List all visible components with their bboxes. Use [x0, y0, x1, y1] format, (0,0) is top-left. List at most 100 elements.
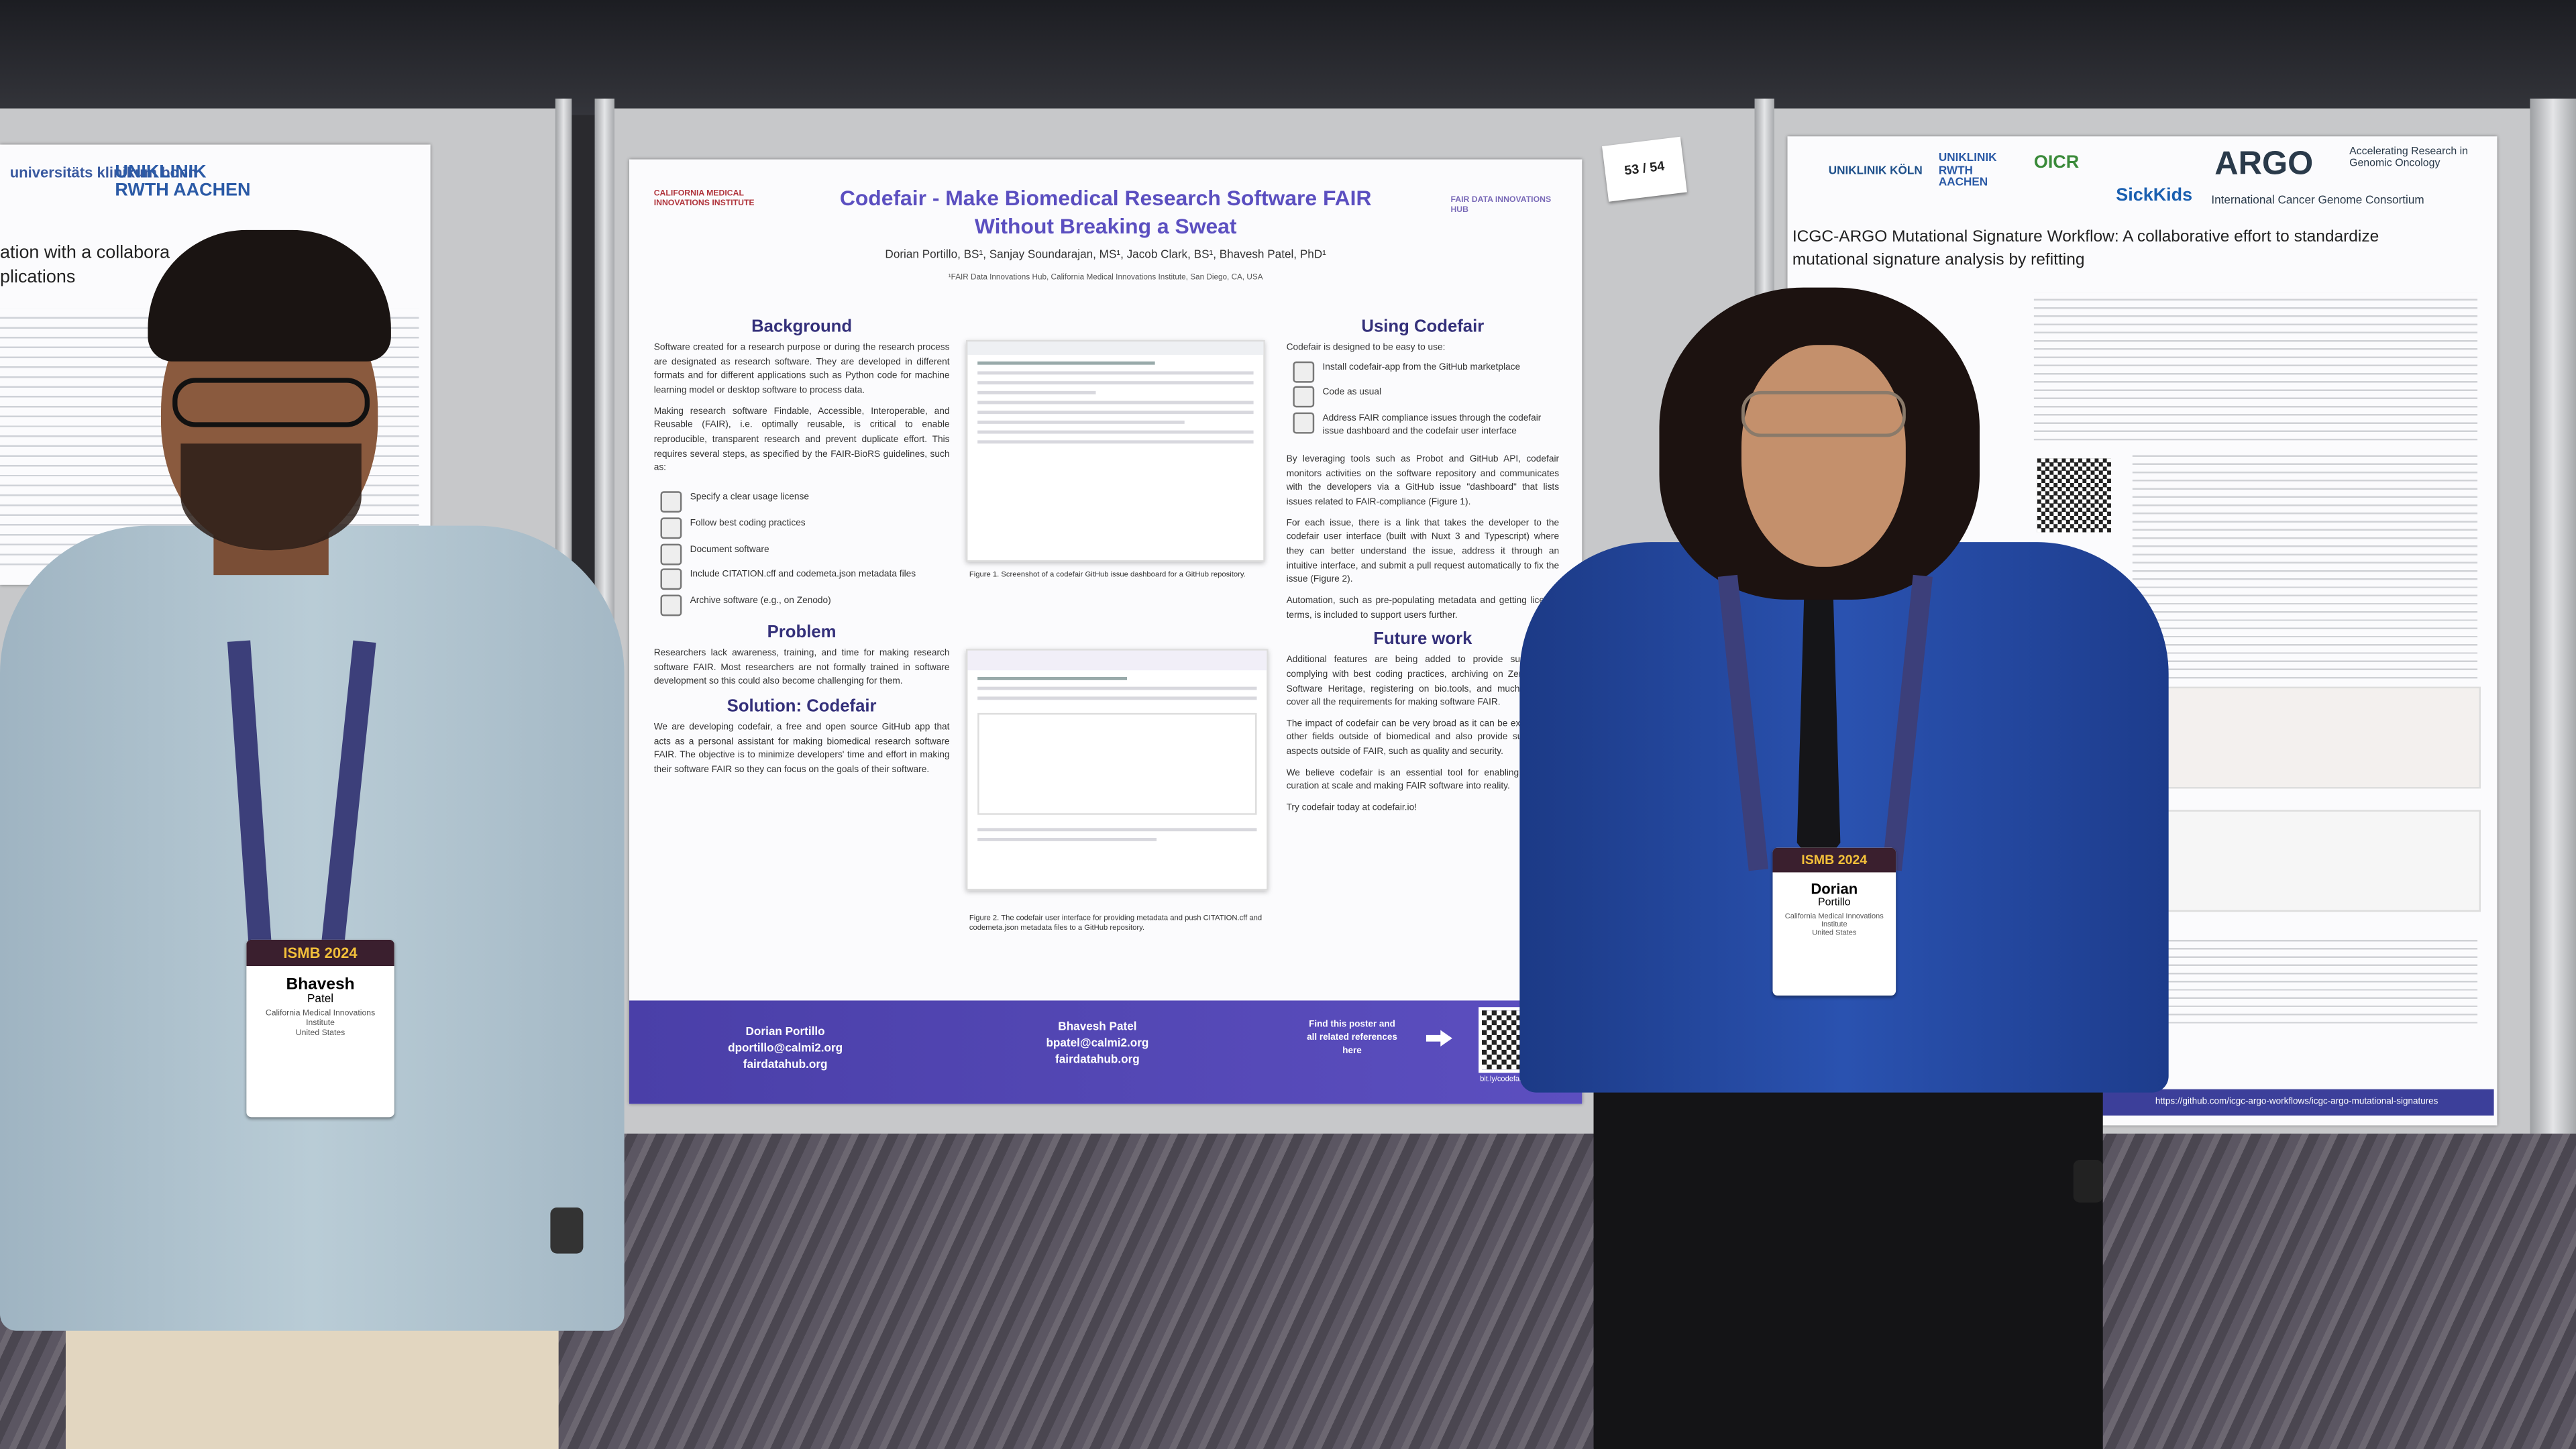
name-badge: ISMB 2024 Dorian Portillo California Med…	[1772, 847, 1896, 996]
section-heading: Using Codefair	[1361, 317, 1485, 337]
section-heading: Background	[751, 317, 853, 337]
poster-link-text: Find this poster and all related referen…	[1307, 1020, 1397, 1057]
contact: Bhavesh Patel bpatel@calmi2.org fairdatahu…	[974, 1020, 1220, 1071]
section-heading: Future work	[1373, 629, 1472, 649]
text-block	[2132, 933, 2478, 1024]
tie	[1796, 591, 1841, 871]
pants	[1593, 1067, 2103, 1449]
poster-footer: Dorian Portillo dportillo@calmi2.org faird…	[629, 1000, 1582, 1104]
right-column: Using Codefair Codefair is designed to b…	[1287, 311, 1560, 992]
paragraph: Automation, such as pre-populating metad…	[1286, 596, 1560, 621]
section-heading: Problem	[767, 623, 837, 643]
paragraph: Researchers lack awareness, training, an…	[653, 649, 950, 688]
screenshot-line	[977, 381, 1254, 385]
paragraph: For each issue, there is a link that tak…	[1286, 518, 1560, 586]
screenshot-bar	[967, 341, 1264, 355]
badge-affiliation: California Medical Innovations Institute	[265, 1008, 376, 1029]
chart-image	[2132, 686, 2481, 789]
badge-event: ISMB 2024	[1772, 847, 1896, 873]
paragraph: The impact of codefair can be very broad…	[1286, 719, 1560, 758]
text-block	[2132, 448, 2478, 679]
paragraph: Software created for a research purpose …	[653, 343, 950, 396]
screenshot-line	[977, 361, 1155, 365]
badge-affiliation: California Medical Innovations Institute	[1784, 912, 1884, 928]
figure-screenshot	[966, 649, 1269, 891]
chart-image	[2132, 810, 2481, 912]
list-item: Follow best coding practices	[654, 517, 950, 538]
paragraph: By leveraging tools such as Probot and G…	[1286, 455, 1560, 508]
badge-last-name: Portillo	[1817, 897, 1851, 909]
screenshot-line	[977, 371, 1254, 375]
screenshot-line	[977, 400, 1254, 405]
list-item: Install codefair-app from the GitHub mar…	[1287, 360, 1560, 382]
contact-site: fairdatahub.org	[743, 1060, 828, 1072]
repo-link: https://github.com/icgc-argo-workflows/i…	[2099, 1089, 2494, 1116]
poster-number: 53 / 54	[1602, 136, 1687, 202]
badge-first-name: Bhavesh	[286, 975, 355, 994]
contact-site: fairdatahub.org	[1055, 1055, 1140, 1067]
contact-name: Dorian Portillo	[745, 1026, 825, 1038]
paragraph: Additional features are being added to p…	[1286, 655, 1560, 708]
watch	[550, 1208, 584, 1254]
section-heading: Solution: Codefair	[727, 696, 877, 716]
shirt	[0, 525, 625, 1331]
left-column: Background Software created for a resear…	[654, 311, 950, 992]
badge-event: ISMB 2024	[246, 939, 394, 967]
screenshot-line	[977, 411, 1254, 415]
screenshot-line	[977, 828, 1257, 832]
logo-text: FAIR DATA INNOVATIONS HUB	[1450, 195, 1552, 215]
screenshot-line	[977, 837, 1157, 841]
watch	[2073, 1159, 2103, 1203]
screenshot-line	[977, 390, 1096, 394]
hair	[148, 229, 391, 362]
list-item: Document software	[654, 543, 950, 564]
logo-text: UNIKLINIK KÖLN	[1828, 166, 1923, 178]
poster-title: ation with a collabora	[0, 243, 170, 263]
logo-text: universitäts klinikum bonn	[9, 164, 197, 181]
list-item: Specify a clear usage license	[654, 491, 950, 513]
paragraph: Making research software Findable, Acces…	[653, 407, 950, 474]
poster-title: plications	[0, 268, 76, 288]
figure-caption: Figure 1. Screenshot of a codefair GitHu…	[969, 570, 1246, 579]
badge-country: United States	[295, 1028, 345, 1038]
logo-text: UNIKLINIK RWTH AACHEN	[1938, 152, 1997, 190]
badge-last-name: Patel	[307, 994, 334, 1006]
logo-text: Accelerating Research in Genomic Oncolog…	[2349, 146, 2469, 170]
screenshot-form	[977, 712, 1257, 815]
figure-screenshot	[966, 339, 1265, 562]
figure-caption: Figure 2. The codefair user interface fo…	[969, 913, 1263, 932]
logo-text: SickKids	[2116, 185, 2193, 206]
list-item: Include CITATION.cff and codemeta.json m…	[654, 569, 950, 590]
contact-email: dportillo@calmi2.org	[728, 1043, 843, 1055]
arrow-icon	[1426, 1030, 1452, 1047]
screenshot-line	[977, 686, 1257, 690]
logo-text: CALIFORNIA MEDICAL INNOVATIONS INSTITUTE	[653, 189, 755, 209]
poster-title: Codefair - Make Biomedical Research Soft…	[839, 185, 1372, 238]
authors: Dorian Portillo, BS¹, Sanjay Soundarajan…	[885, 250, 1326, 262]
paragraph: Try codefair today at codefair.io!	[1286, 803, 1417, 814]
contact-email: bpatel@calmi2.org	[1046, 1038, 1149, 1051]
screenshot-line	[977, 430, 1254, 434]
poster-title: ICGC-ARGO Mutational Signature Workflow:…	[1792, 228, 2379, 269]
qr-code	[2037, 458, 2111, 533]
logo-text: UNIKLINIK RWTH AACHEN	[115, 162, 251, 201]
logo-text: ARGO	[2214, 146, 2314, 182]
contact-name: Bhavesh Patel	[1058, 1022, 1137, 1034]
paragraph: Codefair is designed to be easy to use:	[1286, 343, 1446, 354]
screenshot-line	[977, 440, 1254, 444]
shirt	[1519, 542, 2169, 1093]
logo-text: OICR	[2033, 152, 2080, 173]
ceiling	[0, 0, 2576, 115]
glasses	[1741, 390, 1906, 437]
screenshot-line	[977, 696, 1257, 700]
screenshot-line	[977, 420, 1185, 424]
logo-text: International Cancer Genome Consortium	[2211, 195, 2424, 207]
codefair-poster: CALIFORNIA MEDICAL INNOVATIONS INSTITUTE…	[629, 159, 1582, 1104]
list-item: Code as usual	[1287, 386, 1560, 408]
contact: Dorian Portillo dportillo@calmi2.org faird…	[662, 1025, 908, 1075]
beard	[180, 443, 362, 551]
paragraph: We are developing codefair, a free and o…	[653, 722, 950, 775]
affiliation: ¹FAIR Data Innovations Hub, California M…	[948, 274, 1263, 283]
post	[2530, 98, 2576, 1150]
